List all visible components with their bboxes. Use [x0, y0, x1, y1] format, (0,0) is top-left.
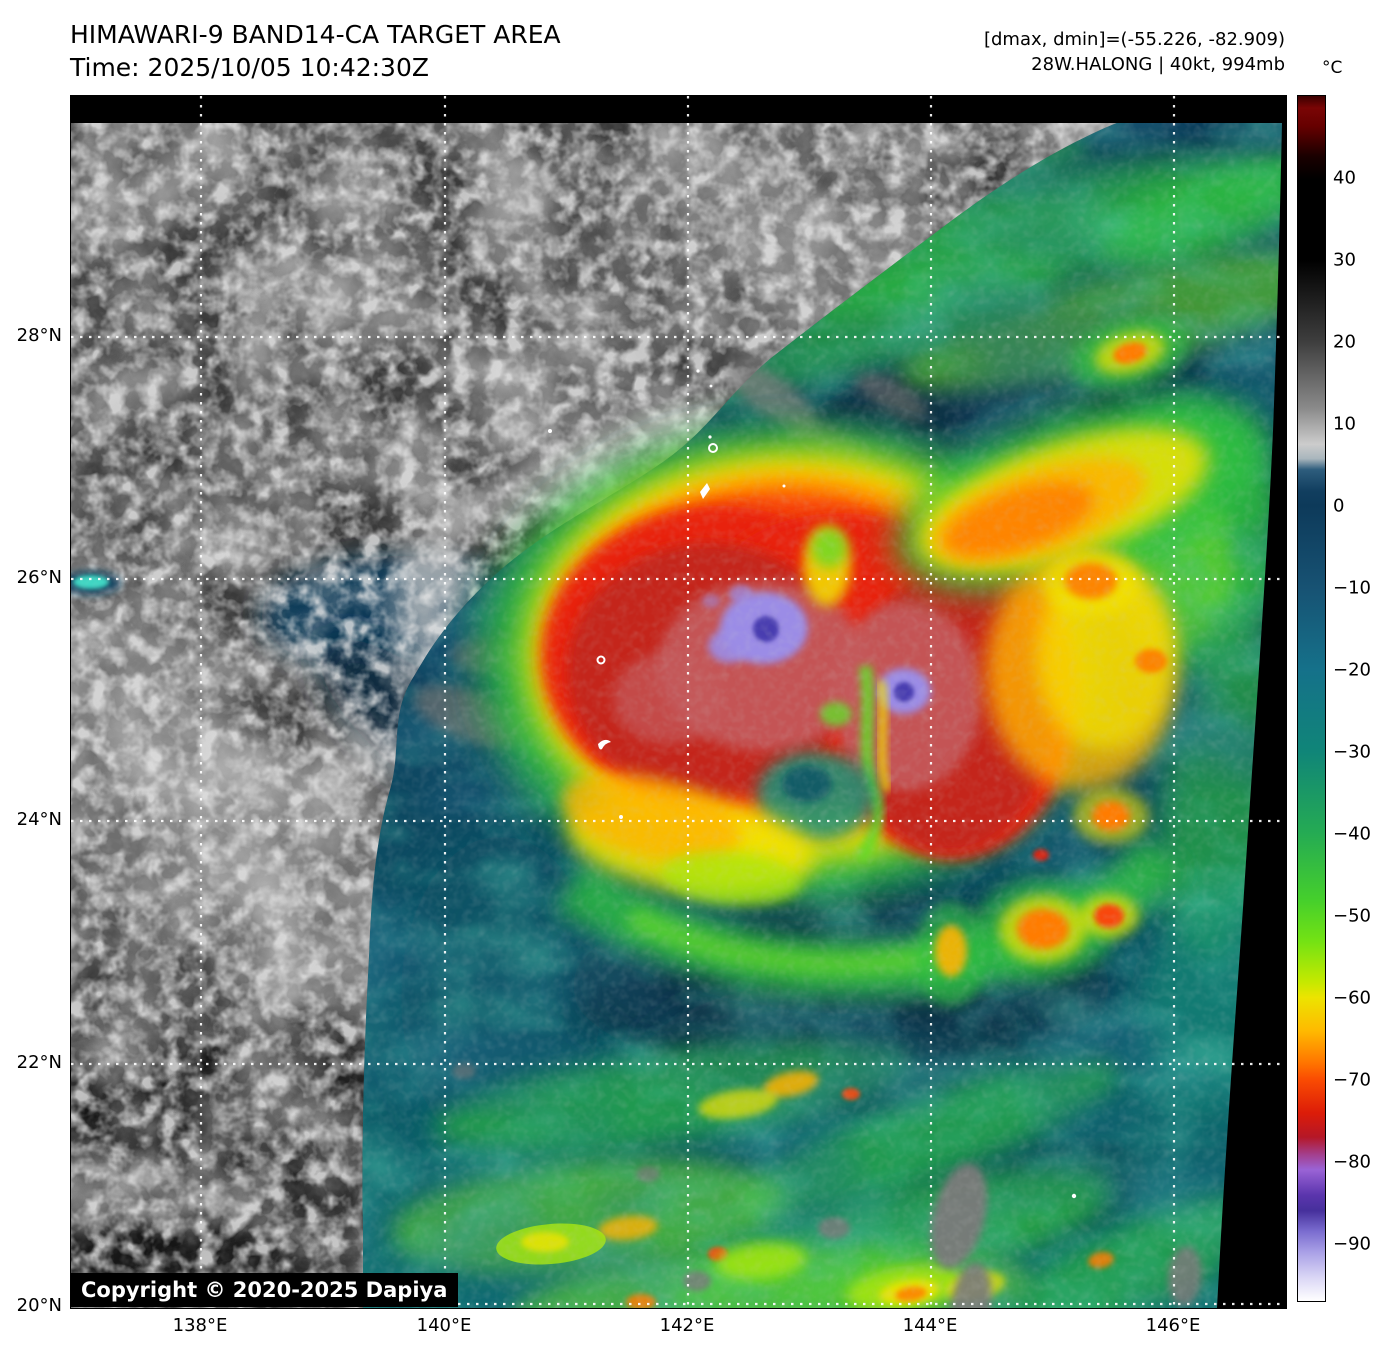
copyright-badge: Copyright © 2020-2025 Dapiya: [70, 1273, 459, 1307]
lat-tick-label: 20°N: [16, 1295, 62, 1317]
lon-tick-label: 146°E: [1145, 1315, 1201, 1336]
island-outlines: [548, 369, 1077, 1199]
noise-overlay: [71, 96, 1286, 1308]
no-data-mask: [71, 96, 1286, 1308]
colorbar-tick-label: −40: [1333, 823, 1371, 845]
colorbar-tick-label: 10: [1333, 413, 1356, 435]
satellite-map: [70, 95, 1287, 1309]
annotation-block: [dmax, dmin]=(-55.226, -82.909) 28W.HALO…: [800, 27, 1285, 77]
satellite-image: [71, 96, 1286, 1308]
colorbar-gradient: [1297, 95, 1326, 1302]
colorbar-tick-label: −20: [1333, 659, 1371, 681]
lon-tick-label: 138°E: [172, 1315, 228, 1336]
colorbar-tick-label: −60: [1333, 987, 1371, 1009]
colorbar-tick-label: 0: [1333, 495, 1345, 517]
lon-tick-label: 142°E: [659, 1315, 715, 1336]
colorbar-unit-label: °C: [1322, 58, 1343, 78]
page-title: HIMAWARI-9 BAND14-CA TARGET AREA: [70, 20, 561, 49]
colorbar-tick-label: −10: [1333, 577, 1371, 599]
lon-tick-label: 144°E: [902, 1315, 958, 1336]
lat-tick-label: 22°N: [16, 1052, 62, 1074]
copyright-text: Copyright © 2020-2025 Dapiya: [81, 1278, 448, 1302]
timestamp: Time: 2025/10/05 10:42:30Z: [70, 53, 429, 82]
lat-tick-label: 28°N: [16, 325, 62, 347]
dmax-dmin-readout: [dmax, dmin]=(-55.226, -82.909): [983, 29, 1285, 50]
colorbar-tick-label: 20: [1333, 331, 1356, 353]
storm-info: 28W.HALONG | 40kt, 994mb: [1031, 54, 1285, 75]
gridlines: [71, 96, 1286, 1308]
lon-tick-label: 140°E: [416, 1315, 472, 1336]
colorbar-tick-label: −80: [1333, 1151, 1371, 1173]
colorbar-tick-label: 30: [1333, 249, 1356, 271]
colorbar-tick-label: −50: [1333, 905, 1371, 927]
colorbar-tick-label: −90: [1333, 1233, 1371, 1255]
colorbar-tick-label: −70: [1333, 1069, 1371, 1091]
colorbar-tick-label: −30: [1333, 741, 1371, 763]
lat-tick-label: 24°N: [16, 809, 62, 831]
lat-tick-label: 26°N: [16, 567, 62, 589]
colorbar-tick-label: 40: [1333, 167, 1356, 189]
